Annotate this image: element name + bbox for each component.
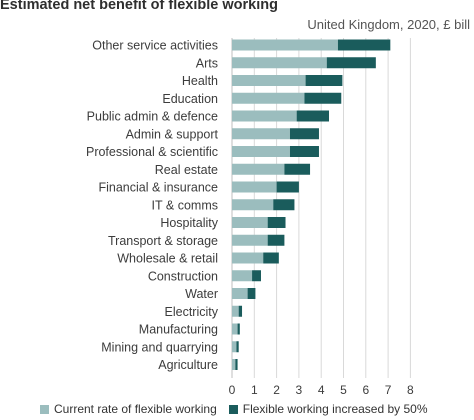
category-label: Public admin & defence — [87, 110, 218, 124]
bar-segment-increased — [267, 217, 286, 228]
bar-segment-current — [232, 323, 238, 335]
category-label: Electricity — [165, 305, 219, 319]
bar-segment-increased — [238, 305, 243, 317]
bar-segment-increased — [276, 181, 299, 193]
bar-segment-current — [232, 75, 306, 86]
chart-subtitle: United Kingdom, 2020, £ bill — [307, 17, 470, 32]
x-tick-label: 8 — [407, 383, 414, 397]
category-label: Health — [182, 74, 218, 88]
legend-item-increased: Flexible working increased by 50% — [228, 402, 428, 416]
x-tick-label: 7 — [385, 383, 392, 397]
category-label: Other service activities — [92, 39, 218, 53]
bar-segment-current — [232, 270, 253, 282]
bar-segment-increased — [273, 199, 295, 211]
category-label: Real estate — [155, 163, 218, 177]
x-tick-label: 3 — [296, 383, 303, 397]
bar-segment-current — [232, 110, 297, 122]
x-tick-label: 0 — [229, 383, 236, 397]
category-label: Education — [162, 92, 218, 106]
category-label: IT & comms — [152, 198, 218, 212]
bar-segment-increased — [252, 270, 261, 282]
category-label: Water — [185, 287, 218, 301]
bar-segment-current — [232, 288, 248, 299]
legend-label-current: Current rate of flexible working — [54, 402, 217, 416]
chart-title: Estimated net benefit of flexible workin… — [0, 0, 278, 13]
category-labels: Other service activities Arts Health Educat… — [86, 39, 219, 373]
bar-segment-increased — [237, 323, 240, 335]
category-label: Arts — [196, 56, 218, 70]
bar-segment-current — [232, 305, 239, 317]
x-axis-ticks: 0 1 2 3 4 5 6 7 8 — [229, 383, 414, 397]
bar-segment-current — [232, 92, 305, 104]
bar-segment-increased — [304, 92, 342, 104]
category-label: Hospitality — [160, 216, 218, 230]
category-label: Construction — [148, 269, 218, 283]
category-label: Manufacturing — [139, 323, 218, 337]
bar-segment-current — [232, 217, 268, 228]
x-tick-label: 5 — [340, 383, 347, 397]
legend-swatch-increased — [228, 404, 238, 414]
bar-segment-increased — [235, 359, 238, 370]
bar-segment-increased — [296, 110, 330, 122]
category-label: Admin & support — [126, 127, 219, 141]
x-tick-label: 6 — [362, 383, 369, 397]
bar-segment-current — [232, 359, 236, 370]
legend-swatch-current — [40, 404, 49, 414]
legend-label-increased: Flexible working increased by 50% — [242, 402, 428, 416]
x-tick-label: 4 — [318, 383, 325, 397]
category-label: Agriculture — [158, 358, 218, 372]
bar-segment-increased — [326, 57, 376, 69]
bar-segment-current — [232, 128, 290, 140]
bar-segment-current — [232, 39, 338, 51]
bar-segment-current — [232, 181, 277, 193]
bar-segment-current — [232, 163, 285, 175]
bar-segment-increased — [236, 341, 239, 353]
bar-segment-increased — [263, 252, 279, 264]
category-label: Wholesale & retail — [117, 252, 218, 266]
bar-segment-current — [232, 234, 268, 246]
x-tick-label: 2 — [273, 383, 280, 397]
bar-segment-increased — [337, 39, 391, 51]
bar-segment-increased — [289, 128, 319, 140]
category-label: Financial & insurance — [98, 181, 218, 195]
bar-segment-increased — [289, 146, 319, 157]
bar-segment-increased — [267, 234, 285, 246]
category-label: Transport & storage — [108, 234, 218, 248]
bar-segment-current — [232, 199, 274, 211]
category-label: Professional & scientific — [86, 145, 218, 159]
legend: Current rate of flexible working Flexibl… — [40, 402, 440, 416]
legend-item-current: Current rate of flexible working — [40, 402, 217, 416]
bar-segment-current — [232, 341, 237, 353]
bars — [232, 39, 391, 370]
category-label: Mining and quarrying — [101, 340, 218, 354]
bar-segment-current — [232, 57, 327, 69]
bar-segment-current — [232, 146, 290, 157]
bar-chart: Other service activities Arts Health Educat… — [86, 38, 414, 397]
bar-segment-increased — [284, 163, 311, 175]
bar-segment-increased — [305, 75, 343, 86]
bar-segment-increased — [247, 288, 256, 299]
bar-segment-current — [232, 252, 264, 264]
x-tick-label: 1 — [251, 383, 258, 397]
